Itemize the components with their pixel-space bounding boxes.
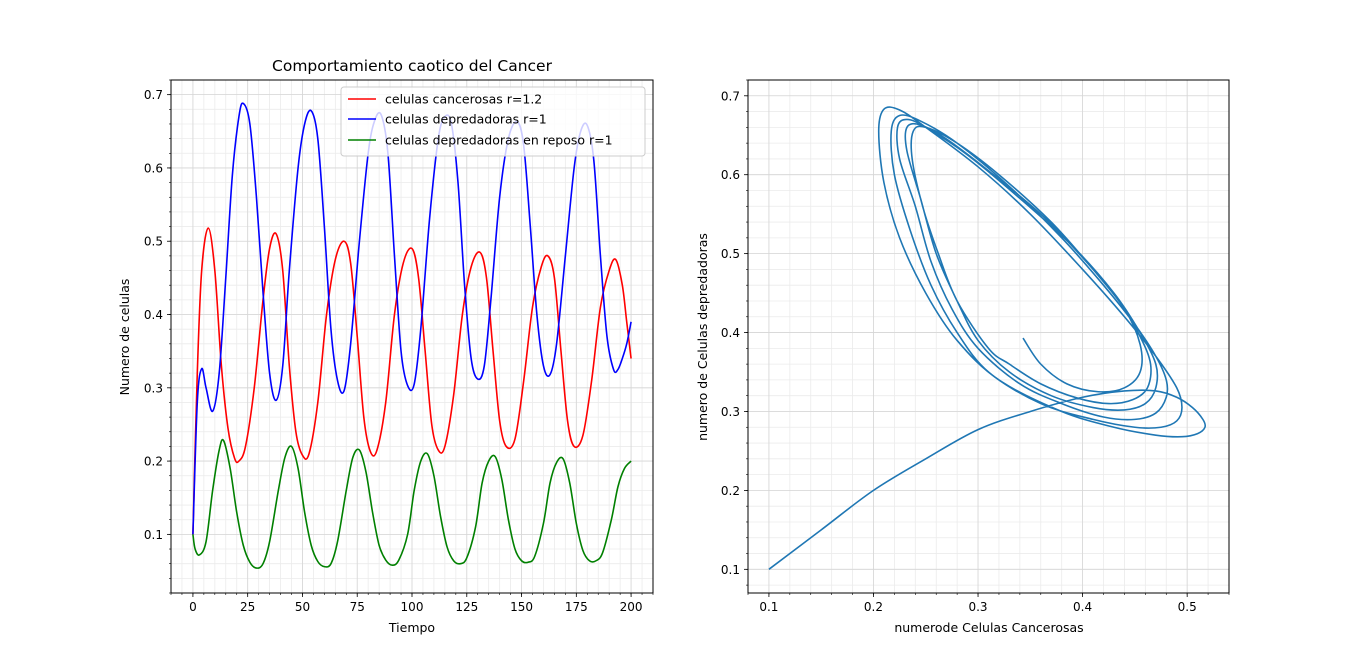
legend-label-depredadoras: celulas depredadoras r=1 [385, 112, 547, 127]
y-tick-label: 0.1 [721, 563, 740, 577]
y-tick-label: 0.3 [144, 381, 163, 395]
legend-label-cancerosas: celulas cancerosas r=1.2 [385, 92, 542, 107]
x-tick-label: 0.4 [1073, 600, 1092, 614]
phase-space-chart: 0.1 0.2 0.3 0.4 0.5 0.1 0.2 0.3 0.4 0.5 0.6 0.7 num… [695, 79, 1230, 635]
x-tick-label: 75 [350, 600, 365, 614]
y-axis-label: Numero de celulas [117, 279, 132, 396]
y-tick-label: 0.6 [721, 168, 740, 182]
x-axis-label: numerode Celulas Cancerosas [894, 620, 1083, 635]
ticks: 0 25 50 75 100 125 150 175 200 0.1 0.2 0.3 0.4 0.5 0.6… [144, 79, 654, 614]
y-axis-label: numero de Celulas depredadoras [695, 233, 710, 441]
x-tick-label: 200 [620, 600, 643, 614]
x-axis-label: Tiempo [388, 620, 435, 635]
series-lines [192, 102, 632, 569]
series-line-0 [192, 227, 632, 535]
y-tick-label: 0.5 [144, 235, 163, 249]
x-tick-label: 25 [240, 600, 255, 614]
y-tick-label: 0.3 [721, 405, 740, 419]
series-line-0 [768, 106, 1207, 570]
y-tick-label: 0.2 [721, 484, 740, 498]
y-tick-label: 0.2 [144, 455, 163, 469]
series-line-2 [192, 438, 632, 569]
time-series-chart: Comportamiento caotico del Cancer 0 25 50 7… [117, 57, 654, 635]
y-tick-label: 0.4 [721, 326, 740, 340]
x-tick-label: 150 [510, 600, 533, 614]
x-tick-label: 0 [189, 600, 197, 614]
y-tick-label: 0.7 [144, 88, 163, 102]
y-tick-label: 0.4 [144, 308, 163, 322]
y-tick-label: 0.7 [721, 89, 740, 103]
legend: celulas cancerosas r=1.2 celulas depreda… [340, 86, 646, 157]
x-tick-label: 125 [455, 600, 478, 614]
legend-box [340, 86, 646, 157]
series-line-1 [192, 102, 632, 535]
x-tick-label: 100 [401, 600, 424, 614]
y-tick-label: 0.1 [144, 528, 163, 542]
legend-label-reposo: celulas depredadoras en reposo r=1 [385, 133, 613, 148]
grid [747, 79, 1230, 593]
x-tick-label: 175 [565, 600, 588, 614]
x-tick-label: 0.5 [1178, 600, 1197, 614]
x-tick-label: 0.3 [968, 600, 987, 614]
x-tick-label: 0.1 [759, 600, 778, 614]
x-tick-label: 50 [295, 600, 310, 614]
series-lines [768, 106, 1207, 570]
chart-title: Comportamiento caotico del Cancer [272, 57, 553, 75]
x-tick-label: 0.2 [864, 600, 883, 614]
grid [170, 79, 654, 594]
ticks: 0.1 0.2 0.3 0.4 0.5 0.1 0.2 0.3 0.4 0.5 0.6 0.7 [721, 79, 1230, 614]
y-tick-label: 0.5 [721, 247, 740, 261]
y-tick-label: 0.6 [144, 161, 163, 175]
axes-frame [747, 79, 1230, 594]
